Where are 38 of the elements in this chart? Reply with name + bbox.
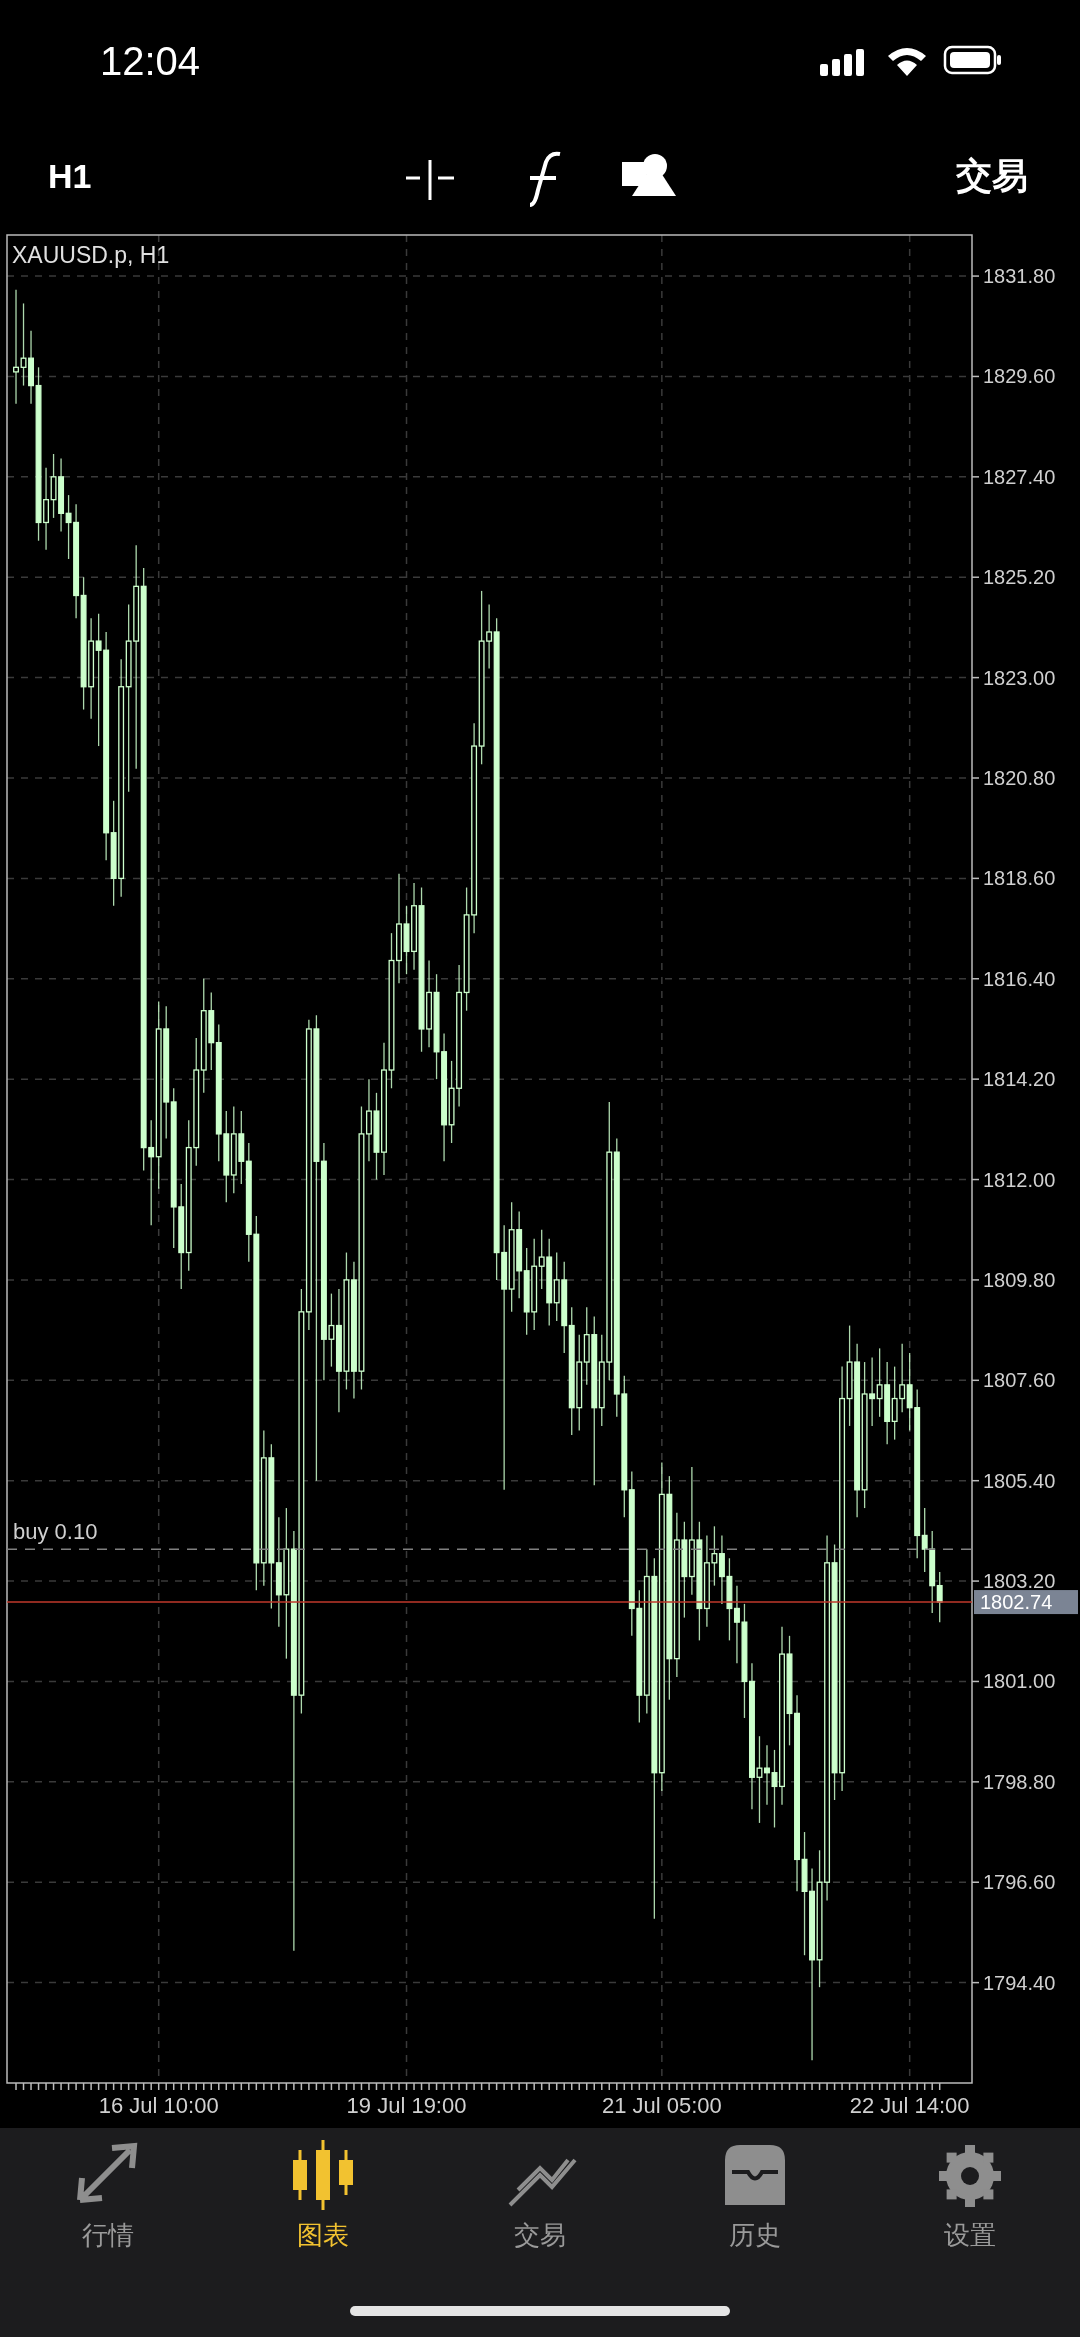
y-tick-label: 1827.40 xyxy=(983,465,1056,488)
text: H1 xyxy=(48,157,92,195)
x-tick-label: 19 Jul 19:00 xyxy=(346,2093,467,2118)
y-tick-label: 1801.00 xyxy=(983,1670,1056,1693)
text: 交易 xyxy=(514,2220,566,2250)
text: 设置 xyxy=(944,2220,996,2250)
y-tick-label: 1825.20 xyxy=(983,566,1056,589)
ref-line-label: 1802.74 xyxy=(980,1591,1053,1614)
text: 历史 xyxy=(729,2220,781,2250)
y-tick-label: 1831.80 xyxy=(983,265,1056,288)
candlestick xyxy=(936,1571,943,1623)
y-tick-label: 1829.60 xyxy=(983,365,1056,388)
y-tick-label: 1823.00 xyxy=(983,666,1056,689)
chart-title: XAUUSD.p, H1 xyxy=(12,242,170,268)
y-tick-label: 1818.60 xyxy=(983,867,1056,890)
text: 图表 xyxy=(297,2220,349,2250)
y-tick-label: 1796.60 xyxy=(983,1871,1056,1894)
y-tick-label: 1809.80 xyxy=(983,1268,1056,1291)
candlestick xyxy=(365,1078,372,1162)
ref-line-label: buy 0.10 xyxy=(13,1519,98,1545)
text: 交易 xyxy=(955,155,1028,196)
y-tick-label: 1820.80 xyxy=(983,766,1056,789)
candlestick xyxy=(13,289,19,405)
text: 12:04 xyxy=(100,39,201,83)
y-tick-label: 1814.20 xyxy=(983,1068,1056,1091)
x-tick-label: 22 Jul 14:00 xyxy=(849,2093,970,2118)
candlestick xyxy=(764,1744,770,1806)
y-tick-label: 1798.80 xyxy=(983,1770,1056,1793)
x-tick-label: 21 Jul 05:00 xyxy=(601,2093,722,2118)
y-tick-label: 1803.20 xyxy=(983,1570,1056,1593)
text: 行情 xyxy=(82,2220,134,2250)
y-tick-label: 1812.00 xyxy=(983,1168,1056,1191)
candlestick xyxy=(921,1507,928,1573)
y-tick-label: 1794.40 xyxy=(983,1971,1056,1994)
y-tick-label: 1805.40 xyxy=(983,1469,1056,1492)
y-tick-label: 1816.40 xyxy=(983,967,1056,990)
y-tick-label: 1807.60 xyxy=(983,1369,1056,1392)
x-tick-label: 16 Jul 10:00 xyxy=(98,2093,219,2118)
